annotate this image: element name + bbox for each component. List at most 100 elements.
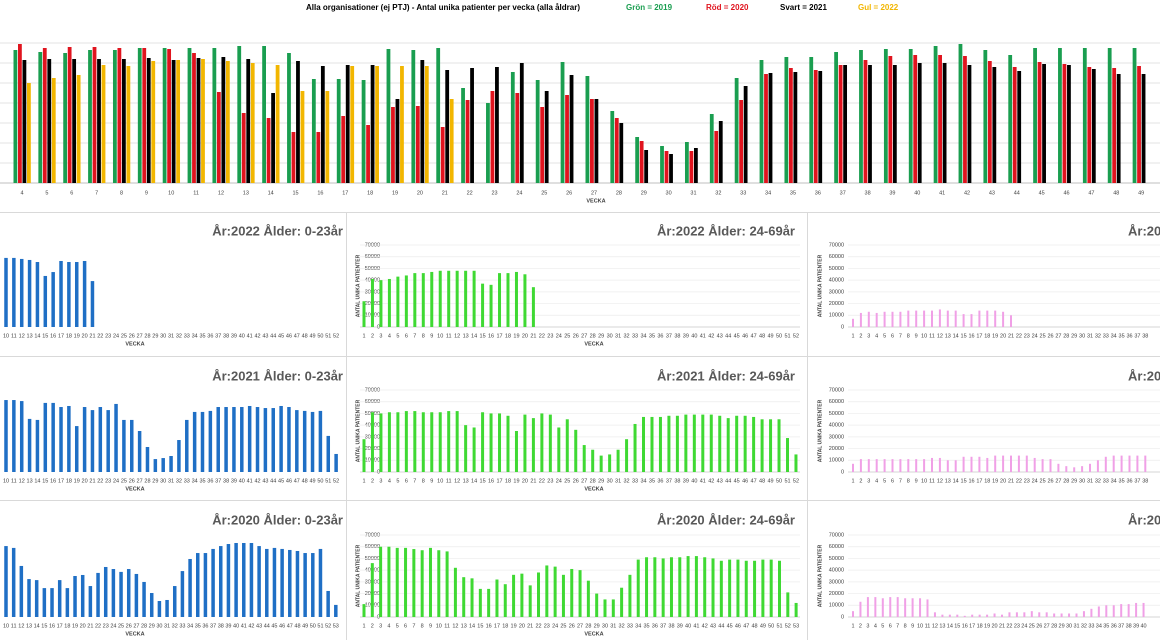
x-tick-label: 10 — [3, 333, 9, 339]
x-tick-label: 35 — [1103, 623, 1109, 629]
bar — [400, 66, 404, 183]
panel-title: År:2020 Ålder: 24-69år — [657, 512, 795, 527]
bar — [962, 314, 965, 327]
bar — [694, 556, 698, 617]
x-tick-label: 43 — [989, 190, 995, 196]
bar — [506, 273, 510, 327]
x-tick-label: 21 — [89, 478, 95, 484]
x-tick-label: 22 — [97, 333, 103, 339]
bar — [490, 91, 495, 183]
x-tick-label: 25 — [1040, 333, 1046, 339]
bar — [249, 542, 254, 617]
x-tick-label: 6 — [405, 478, 408, 484]
x-tick-label: 24 — [113, 478, 119, 484]
x-tick-label: 21 — [530, 333, 536, 339]
bar — [257, 546, 261, 617]
x-tick-label: 11 — [929, 333, 935, 339]
x-tick-label: 15 — [41, 623, 47, 629]
x-tick-label: 34 — [192, 478, 198, 484]
x-tick-label: 39 — [231, 333, 237, 339]
y-axis-label: ANTAL UNIKA PATIENTER — [817, 544, 823, 607]
x-tick-label: 18 — [66, 478, 72, 484]
x-tick-label: 39 — [1133, 623, 1139, 629]
x-tick-label: 20 — [522, 333, 528, 339]
x-tick-label: 18 — [64, 623, 70, 629]
bar — [219, 546, 223, 617]
x-tick-label: 36 — [1111, 623, 1117, 629]
bar — [874, 597, 877, 617]
bar — [226, 544, 231, 617]
bar — [177, 440, 181, 472]
y-tick-label: 40000 — [829, 278, 844, 284]
bar — [447, 411, 451, 472]
bar — [628, 574, 632, 617]
x-tick-label: 22 — [95, 623, 101, 629]
bar — [1033, 457, 1036, 472]
y-tick-label: 70000 — [829, 532, 844, 538]
x-tick-label: 35 — [199, 333, 205, 339]
x-tick-label: 19 — [992, 478, 998, 484]
x-tick-label: 20 — [417, 190, 423, 196]
bar — [859, 601, 862, 617]
x-tick-label: 28 — [144, 478, 150, 484]
bar — [752, 416, 756, 472]
x-tick-label: 46 — [286, 478, 292, 484]
x-tick-label: 21 — [442, 190, 448, 196]
bar — [27, 418, 32, 472]
x-tick-label: 14 — [953, 478, 959, 484]
x-tick-label: 5 — [396, 478, 399, 484]
bar — [263, 408, 268, 472]
bar — [145, 446, 150, 472]
x-tick-label: 12 — [937, 478, 943, 484]
bar — [188, 558, 192, 617]
bar — [12, 257, 16, 327]
bar — [455, 411, 459, 472]
x-tick-label: 31 — [615, 333, 621, 339]
bar — [843, 65, 848, 183]
y-axis-label: ANTAL UNIKA PATIENTER — [817, 254, 823, 317]
x-tick-label: 22 — [539, 478, 545, 484]
x-tick-label: 28 — [144, 333, 150, 339]
x-tick-label: 8 — [421, 623, 424, 629]
x-tick-label: 25 — [564, 333, 570, 339]
x-tick-label: 26 — [129, 333, 135, 339]
bar — [718, 415, 722, 472]
x-tick-label: 27 — [137, 333, 143, 339]
x-axis-label: VECKA — [125, 631, 144, 637]
y-axis-label: ANTAL UNIKA PATIENTER — [355, 544, 361, 607]
bar — [978, 310, 981, 327]
bar — [768, 73, 773, 183]
bar — [486, 103, 490, 183]
x-tick-label: 16 — [50, 478, 56, 484]
bar — [1075, 613, 1078, 617]
y-tick-label: 0 — [841, 469, 844, 475]
bar — [689, 151, 694, 183]
legend-label: Gul = 2022 — [858, 3, 899, 12]
bar — [889, 597, 892, 617]
panel-title: År:2022 Ålder: 0-23år — [212, 223, 343, 238]
x-tick-label: 19 — [74, 478, 80, 484]
x-tick-label: 52 — [793, 333, 799, 339]
bar — [176, 60, 181, 183]
y-tick-label: 0 — [377, 324, 380, 330]
bar — [387, 546, 391, 617]
x-tick-label: 46 — [742, 333, 748, 339]
bar — [1008, 55, 1013, 183]
x-tick-label: 39 — [677, 623, 683, 629]
y-tick-label: 50000 — [829, 556, 844, 562]
x-tick-label: 8 — [120, 190, 123, 196]
x-tick-label: 27 — [591, 190, 597, 196]
bar — [1136, 455, 1139, 472]
bar — [987, 61, 992, 183]
x-tick-label: 37 — [215, 478, 221, 484]
bar — [992, 67, 997, 183]
x-tick-label: 14 — [953, 333, 959, 339]
x-tick-label: 30 — [156, 623, 162, 629]
x-tick-label: 14 — [947, 623, 953, 629]
x-tick-label: 8 — [422, 478, 425, 484]
bar — [4, 400, 8, 472]
bar — [67, 47, 72, 183]
bar — [240, 407, 244, 472]
bar — [142, 581, 146, 617]
x-tick-label: 33 — [632, 478, 638, 484]
